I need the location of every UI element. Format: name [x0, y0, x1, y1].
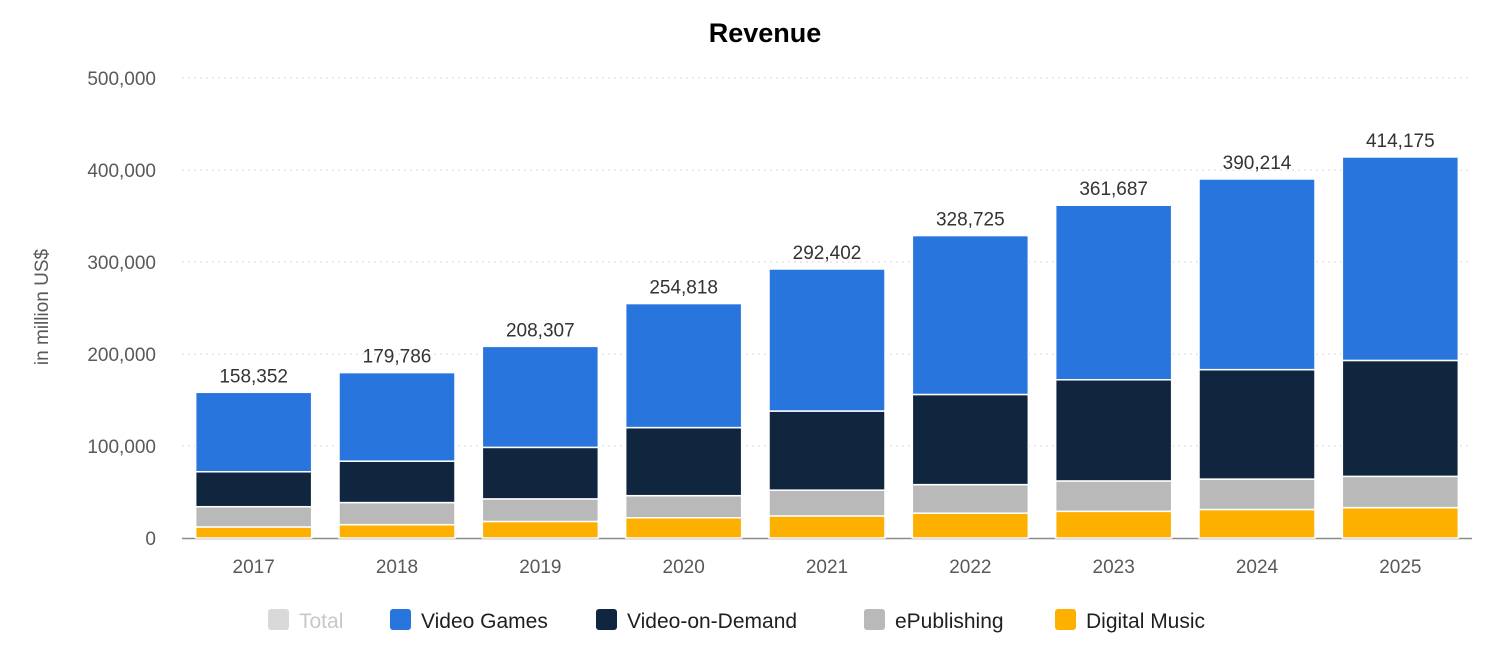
bar-segment[interactable] — [768, 489, 886, 517]
y-tick-label: 500,000 — [87, 69, 156, 90]
x-axis-ticks: 2017 2018 2019 2020 2021 2022 2023 2024 2025 — [233, 557, 1422, 578]
bar-segment[interactable] — [338, 523, 456, 539]
bar-segment[interactable] — [194, 471, 313, 508]
total-data-label: 254,818 — [649, 278, 718, 299]
bar-segment[interactable] — [1341, 475, 1460, 509]
bar-segment[interactable] — [1341, 156, 1460, 362]
bar-segment[interactable] — [624, 494, 743, 519]
bar-segment[interactable] — [911, 483, 1030, 514]
legend-item[interactable]: Video Games — [390, 609, 548, 633]
total-data-label: 179,786 — [363, 347, 432, 368]
legend-swatch — [864, 609, 885, 630]
legend-label: ePublishing — [895, 610, 1004, 633]
legend-item[interactable]: Total — [268, 609, 343, 633]
x-tick-label: 2024 — [1236, 557, 1279, 578]
chart-title: Revenue — [709, 18, 822, 48]
legend-item[interactable]: Digital Music — [1055, 609, 1205, 633]
bar-segment[interactable] — [481, 446, 600, 500]
bar-segment[interactable] — [1341, 359, 1460, 478]
bar-segment[interactable] — [1198, 478, 1316, 511]
total-data-label: 208,307 — [506, 320, 575, 341]
bar-segment[interactable] — [911, 234, 1030, 396]
bars — [194, 156, 1460, 539]
bar-segment[interactable] — [194, 505, 313, 528]
legend-swatch — [390, 609, 411, 630]
bar-segment[interactable] — [1054, 204, 1173, 381]
x-tick-label: 2019 — [519, 557, 561, 578]
legend[interactable]: Total Video Games Video-on-Demand ePublishi… — [268, 609, 1205, 633]
total-data-label: 328,725 — [936, 210, 1005, 231]
bar-segment[interactable] — [624, 302, 743, 429]
legend-swatch — [1055, 609, 1076, 630]
legend-label: Video Games — [421, 610, 548, 633]
legend-label: Total — [299, 610, 343, 633]
legend-swatch — [596, 609, 617, 630]
bar-segment[interactable] — [768, 515, 886, 539]
bar-segment[interactable] — [194, 391, 313, 473]
bar-segment[interactable] — [1341, 506, 1460, 539]
bar-segment[interactable] — [481, 520, 600, 539]
bar-segment[interactable] — [1198, 368, 1316, 480]
y-tick-label: 300,000 — [87, 253, 156, 274]
y-tick-label: 400,000 — [87, 161, 156, 182]
total-data-label: 361,687 — [1079, 179, 1148, 200]
bar-segment[interactable] — [768, 410, 886, 491]
legend-item[interactable]: ePublishing — [864, 609, 1004, 633]
bar-segment[interactable] — [1054, 480, 1173, 513]
legend-item[interactable]: Video-on-Demand — [596, 609, 797, 633]
bar-segment[interactable] — [1054, 379, 1173, 482]
bar-segment[interactable] — [768, 268, 886, 412]
bar-segment[interactable] — [338, 460, 456, 504]
bar-segment[interactable] — [481, 498, 600, 523]
legend-swatch — [268, 609, 289, 630]
bar-segment[interactable] — [1198, 508, 1316, 539]
legend-label: Video-on-Demand — [627, 610, 797, 633]
bar-segment[interactable] — [1198, 178, 1316, 371]
bar-segment[interactable] — [624, 426, 743, 497]
total-data-label: 158,352 — [219, 366, 288, 387]
y-axis-label: in million US$ — [32, 248, 53, 365]
bar-segment[interactable] — [481, 345, 600, 449]
x-tick-label: 2021 — [806, 557, 848, 578]
x-tick-label: 2023 — [1093, 557, 1135, 578]
x-tick-label: 2020 — [663, 557, 705, 578]
bar-segment[interactable] — [911, 512, 1030, 539]
bar-segment[interactable] — [624, 517, 743, 539]
bar-segment[interactable] — [338, 501, 456, 526]
total-data-label: 414,175 — [1366, 131, 1435, 152]
x-tick-label: 2018 — [376, 557, 418, 578]
y-axis-ticks: 0 100,000 200,000 300,000 400,000 500,000 — [87, 69, 156, 550]
y-tick-label: 100,000 — [87, 437, 156, 458]
y-tick-label: 200,000 — [87, 345, 156, 366]
x-tick-label: 2022 — [949, 557, 991, 578]
y-tick-label: 0 — [145, 529, 156, 550]
bar-segment[interactable] — [1054, 510, 1173, 539]
total-data-label: 390,214 — [1223, 153, 1292, 174]
bar-segment[interactable] — [194, 526, 313, 539]
legend-label: Digital Music — [1086, 610, 1205, 633]
x-tick-label: 2025 — [1379, 557, 1421, 578]
total-data-label: 292,402 — [793, 243, 862, 264]
bar-segment[interactable] — [338, 371, 456, 462]
bar-segment[interactable] — [911, 393, 1030, 486]
total-labels: 158,352 179,786 208,307 254,818 292,402 328,7… — [219, 131, 1434, 387]
x-tick-label: 2017 — [233, 557, 275, 578]
